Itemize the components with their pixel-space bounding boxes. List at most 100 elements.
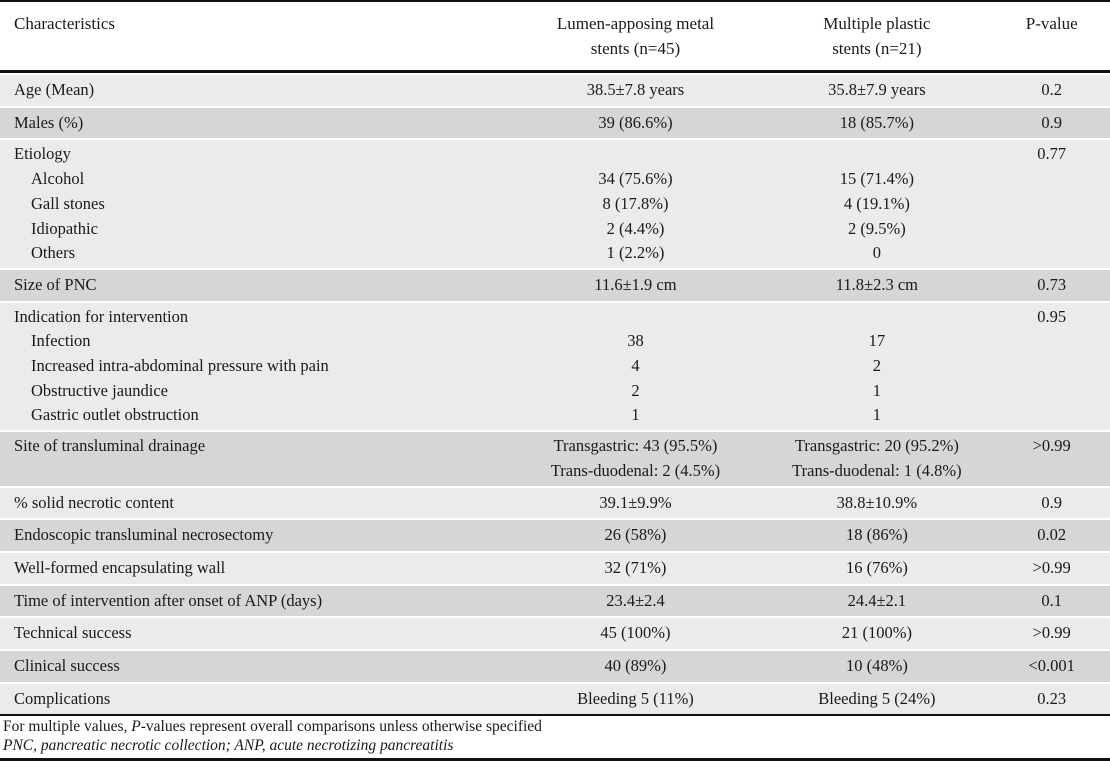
cell-lams-value: 23.4±2.4 xyxy=(511,589,761,614)
row-label: Technical success xyxy=(14,623,132,643)
cell-characteristic: Age (Mean) xyxy=(0,78,511,103)
column-header-pvalue: P-value xyxy=(993,11,1110,61)
cell-value: 10 (48%) xyxy=(845,656,908,676)
cell-value: 38.8±10.9% xyxy=(836,492,918,512)
cell-value: 2 xyxy=(631,380,640,400)
row-sublabel: Others xyxy=(31,243,75,263)
cell-characteristic: Endoscopic transluminal necrosectomy xyxy=(0,523,511,548)
cell-value: 1 (2.2%) xyxy=(606,243,665,263)
row-label: Indication for intervention xyxy=(14,306,189,326)
cell-characteristic: Clinical success xyxy=(0,654,511,679)
cell-characteristic: Technical success xyxy=(0,621,511,646)
row-label: Clinical success xyxy=(14,656,120,676)
cell-value: 15 (71.4%) xyxy=(839,169,914,189)
cell-mps-value: 17 2 1 1 xyxy=(760,305,993,429)
cell-mps-value: 11.8±2.3 cm xyxy=(760,273,993,298)
table-row: Time of intervention after onset of ANP … xyxy=(0,585,1110,617)
column-header-line: stents (n=21) xyxy=(832,39,922,58)
footnote-pvalues: For multiple values, P-values represent … xyxy=(3,718,1110,737)
cell-characteristic: Well-formed encapsulating wall xyxy=(0,556,511,581)
table-row: Technical success 45 (100%) 21 (100%) >0.99 xyxy=(0,618,1110,650)
cell-value xyxy=(760,142,993,167)
cell-lams-value: 38 4 2 1 xyxy=(511,305,761,429)
cell-value: 32 (71%) xyxy=(604,557,667,577)
cell-value: 2 (4.4%) xyxy=(606,218,665,238)
cell-value: 2 (9.5%) xyxy=(848,218,906,238)
table-row: Well-formed encapsulating wall 32 (71%) 16… xyxy=(0,552,1110,584)
row-sublabel: Gastric outlet obstruction xyxy=(31,405,199,425)
cell-value: Transgastric: 20 (95.2%) xyxy=(794,436,959,456)
cell-value: 21 (100%) xyxy=(841,623,912,643)
cell-mps-value: 18 (85.7%) xyxy=(760,111,993,136)
footnote-text-italic-p: P xyxy=(131,718,141,736)
cell-lams-value: 38.5±7.8 years xyxy=(511,78,761,103)
cell-value: 0.95 xyxy=(1037,306,1067,326)
cell-lams-value: 11.6±1.9 cm xyxy=(511,273,761,298)
cell-value: 1 xyxy=(872,380,882,400)
row-label: Males (%) xyxy=(14,112,84,132)
cell-mps-value: 21 (100%) xyxy=(760,621,993,646)
cell-value: 39 (86.6%) xyxy=(598,112,673,132)
row-label: % solid necrotic content xyxy=(14,492,174,512)
cell-characteristic: Indication for intervention Infection Incr… xyxy=(0,305,511,429)
cell-p-value: >0.99 xyxy=(993,621,1110,646)
cell-characteristic: Time of intervention after onset of ANP … xyxy=(0,589,511,614)
cell-mps-value: 24.4±2.1 xyxy=(760,589,993,614)
cell-p-value: 0.2 xyxy=(993,78,1110,103)
cell-value: 2 xyxy=(872,356,882,376)
cell-value: <0.001 xyxy=(1028,656,1075,676)
column-header-characteristics: Characteristics xyxy=(0,11,511,61)
cell-lams-value: Transgastric: 43 (95.5%) Trans-duodenal: … xyxy=(511,434,761,483)
table-row: Size of PNC 11.6±1.9 cm 11.8±2.3 cm 0.73 xyxy=(0,269,1110,301)
cell-characteristic: Etiology Alcohol Gall stones Idiopathic Othe… xyxy=(0,142,511,266)
column-header-line: Multiple plastic xyxy=(823,14,931,33)
cell-p-value: 0.1 xyxy=(993,589,1110,614)
cell-p-value: 0.9 xyxy=(993,111,1110,136)
row-label: Endoscopic transluminal necrosectomy xyxy=(14,525,274,545)
row-label: Complications xyxy=(14,688,111,708)
cell-lams-value: 39 (86.6%) xyxy=(511,111,761,136)
cell-mps-value: Transgastric: 20 (95.2%) Trans-duodenal: … xyxy=(760,434,993,483)
table-row: Age (Mean) 38.5±7.8 years 35.8±7.9 years 0.… xyxy=(0,75,1110,106)
column-header-label: Characteristics xyxy=(14,14,116,33)
cell-value: Bleeding 5 (24%) xyxy=(818,688,936,708)
cell-value: 0.9 xyxy=(1041,112,1063,132)
row-sublabel: Increased intra-abdominal pressure with … xyxy=(31,356,329,376)
cell-lams-value: 39.1±9.9% xyxy=(511,491,761,516)
cell-value: 18 (86%) xyxy=(845,525,908,545)
row-label: Time of intervention after onset of ANP … xyxy=(14,590,323,610)
cell-value: 0.9 xyxy=(1041,492,1063,512)
cell-p-value: 0.23 xyxy=(993,687,1110,712)
cell-lams-value: 32 (71%) xyxy=(511,556,761,581)
table-footnotes: For multiple values, P-values represent … xyxy=(0,714,1110,757)
cell-value: 0 xyxy=(872,243,882,263)
cell-value: 16 (76%) xyxy=(845,557,908,577)
cell-p-value: 0.02 xyxy=(993,523,1110,548)
cell-lams-value: 34 (75.6%) 8 (17.8%) 2 (4.4%) 1 (2.2%) xyxy=(511,142,761,266)
cell-value: 45 (100%) xyxy=(600,623,671,643)
row-sublabel: Obstructive jaundice xyxy=(31,380,168,400)
cell-value: 0.77 xyxy=(1037,144,1067,164)
comparison-table: Characteristics Lumen-apposing metal ste… xyxy=(0,0,1110,715)
cell-mps-value: 16 (76%) xyxy=(760,556,993,581)
cell-characteristic: Complications xyxy=(0,687,511,712)
table-row: Complications Bleeding 5 (11%) Bleeding 5 … xyxy=(0,683,1110,715)
cell-value: 23.4±2.4 xyxy=(606,590,665,610)
cell-p-value: >0.99 xyxy=(993,434,1110,483)
cell-value: Bleeding 5 (11%) xyxy=(577,688,694,708)
table-row: Indication for intervention Infection Incr… xyxy=(0,302,1110,431)
row-sublabel: Idiopathic xyxy=(31,218,98,238)
row-sublabel: Gall stones xyxy=(31,193,105,213)
cell-characteristic: Size of PNC xyxy=(0,273,511,298)
cell-mps-value: 18 (86%) xyxy=(760,523,993,548)
cell-mps-value: 35.8±7.9 years xyxy=(760,78,993,103)
column-header-label: P-value xyxy=(1025,14,1078,33)
row-label: Site of transluminal drainage xyxy=(14,436,206,456)
table-rows: Age (Mean) 38.5±7.8 years 35.8±7.9 years 0.… xyxy=(0,75,1110,715)
cell-lams-value: Bleeding 5 (11%) xyxy=(511,687,761,712)
cell-value: 18 (85.7%) xyxy=(839,112,914,132)
cell-lams-value: 45 (100%) xyxy=(511,621,761,646)
cell-value xyxy=(760,305,993,330)
cell-p-value: 0.9 xyxy=(993,491,1110,516)
cell-mps-value: 10 (48%) xyxy=(760,654,993,679)
